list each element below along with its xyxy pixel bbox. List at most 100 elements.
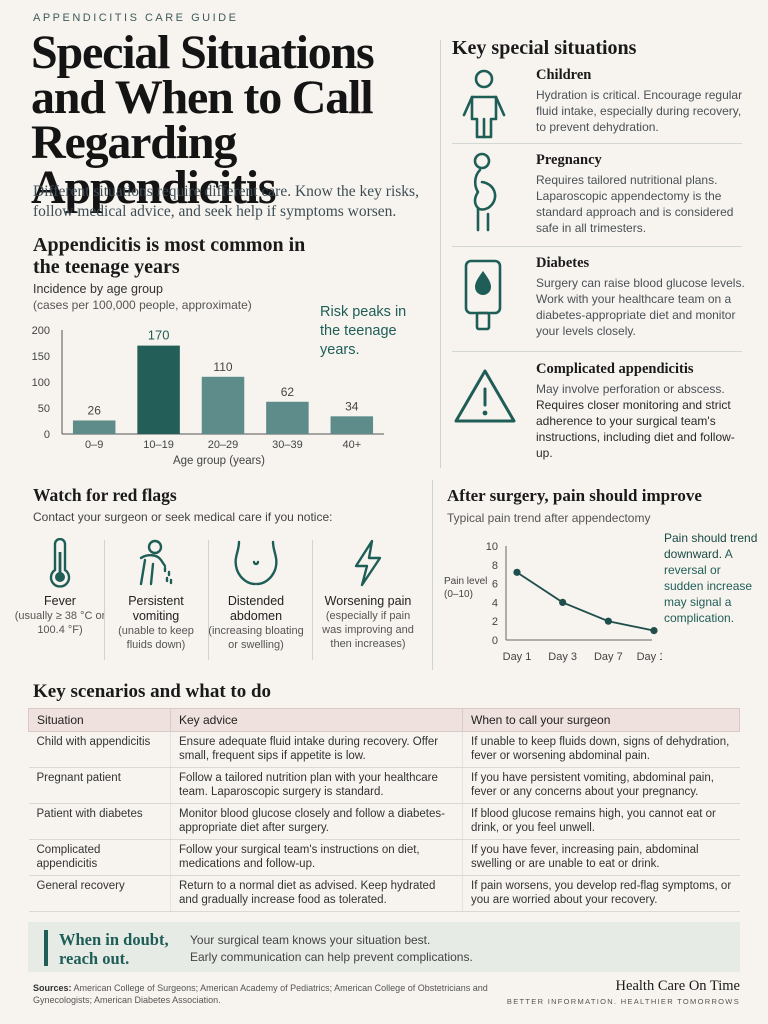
y-tick-label: 150 — [32, 351, 50, 363]
y-axis-label: (0–10) — [444, 589, 473, 600]
x-tick-label: Day 1 — [503, 651, 532, 663]
x-tick-label: Day 3 — [548, 651, 577, 663]
red-flag-name: Worsening pain — [324, 594, 412, 608]
y-tick-label: 8 — [492, 560, 498, 572]
bar-value-label: 62 — [281, 385, 295, 399]
y-tick-label: 6 — [492, 579, 498, 591]
sources: Sources: American College of Surgeons; A… — [33, 982, 533, 1006]
pregnant-woman-icon — [473, 152, 497, 232]
column-divider — [440, 40, 441, 468]
lightning-icon — [354, 539, 382, 587]
red-flag-fever: Fever (usually ≥ 38 °C or 100.4 °F) — [8, 538, 112, 637]
table-cell: Child with appendicitis — [28, 731, 171, 768]
table-cell: Follow your surgical team's instructions… — [170, 839, 463, 876]
red-flag-distended-abdomen: Distended abdomen (increasing bloating o… — [204, 538, 308, 652]
y-tick-label: 200 — [32, 325, 50, 337]
bar-value-label: 110 — [213, 360, 232, 374]
table-row: Patient with diabetes Monitor blood gluc… — [28, 803, 740, 840]
page-subtitle: Different situations require different c… — [33, 183, 419, 220]
brand-tagline: BETTER INFORMATION. HEALTHIER TOMORROWS — [506, 997, 740, 1006]
pain-subtitle: Typical pain trend after appendectomy — [447, 511, 651, 525]
table-cell: Patient with diabetes — [28, 803, 171, 840]
red-flag-desc: (unable to keep fluids down) — [118, 625, 194, 651]
table-cell: If blood glucose remains high, you canno… — [462, 803, 740, 840]
situations-heading: Key special situations — [452, 37, 637, 59]
situation-children: Children Hydration is critical. Encourag… — [452, 67, 744, 143]
incidence-note: Risk peaks in the teenage years. — [320, 304, 407, 358]
vomiting-icon — [139, 539, 173, 586]
x-tick-label: Day 14 — [637, 651, 662, 663]
y-tick-label: 100 — [32, 377, 50, 389]
x-tick-label: 0–9 — [85, 439, 103, 451]
red-flag-desc: (usually ≥ 38 °C or 100.4 °F) — [14, 610, 106, 636]
child-icon — [462, 69, 506, 139]
doubt-callout: When in doubt, reach out. Your surgical … — [28, 922, 740, 972]
y-tick-label: 0 — [44, 429, 50, 441]
brand: Health Care On Time BETTER INFORMATION. … — [507, 978, 740, 1006]
divider — [452, 351, 742, 352]
bar — [266, 401, 309, 434]
callout-heading: When in doubt, reach out. — [59, 930, 169, 968]
data-point — [604, 617, 612, 625]
table-row: Complicated appendicitis Follow your sur… — [28, 839, 740, 876]
data-point — [513, 568, 521, 576]
situation-diabetes: Diabetes Surgery can raise blood glucose… — [452, 255, 745, 351]
incidence-subtitle: Incidence by age group — [33, 282, 163, 296]
y-axis-label: Pain level — [444, 576, 487, 587]
bar — [330, 416, 374, 434]
x-tick-label: 40+ — [342, 439, 361, 451]
bar-value-label: 26 — [88, 403, 102, 417]
incidence-heading: Appendicitis is most common in the teena… — [33, 234, 306, 278]
situation-complicated: Complicated appendicitis May involve per… — [452, 361, 744, 461]
situation-name: Complicated appendicitis — [536, 361, 694, 377]
red-flag-name: Distended abdomen — [227, 594, 285, 623]
situation-desc-line: May involve perforation or abscess. — [536, 382, 725, 396]
situation-desc: Hydration is critical. Encourage regular… — [536, 88, 743, 134]
x-tick-label: 20–29 — [208, 439, 239, 451]
table-cell: Complicated appendicitis — [28, 839, 171, 876]
data-point — [559, 598, 567, 606]
divider — [452, 143, 742, 144]
table-cell: Pregnant patient — [28, 767, 171, 804]
x-axis-label: Age group (years) — [173, 455, 265, 467]
table-cell: If you have persistent vomiting, abdomin… — [462, 767, 740, 804]
y-tick-label: 10 — [486, 541, 498, 553]
table-row: Pregnant patient Follow a tailored nutri… — [28, 767, 740, 804]
divider — [312, 540, 313, 660]
table-cell: If you have fever, increasing pain, abdo… — [462, 839, 740, 876]
pain-note: Pain should trend downward. A reversal o… — [664, 530, 760, 626]
bar — [201, 376, 245, 434]
table-cell: If unable to keep fluids down, signs of … — [462, 731, 740, 768]
red-flag-worsening-pain: Worsening pain (especially if pain was i… — [316, 538, 420, 651]
table-cell: Return to a normal diet as advised. Keep… — [170, 875, 463, 912]
scenarios-table: Situation Key advice When to call your s… — [28, 708, 740, 912]
divider — [104, 540, 105, 660]
divider — [452, 246, 742, 247]
table-row: General recovery Return to a normal diet… — [28, 875, 740, 912]
situation-name: Children — [536, 67, 592, 83]
incidence-units: (cases per 100,000 people, approximate) — [33, 298, 252, 312]
table-row: Child with appendicitis Ensure adequate … — [28, 731, 740, 768]
red-flag-name: Persistent vomiting — [128, 594, 184, 623]
scenarios-heading: Key scenarios and what to do — [33, 681, 272, 702]
y-tick-label: 0 — [492, 635, 498, 647]
red-flags-heading: Watch for red flags — [33, 485, 177, 505]
bar-value-label: 34 — [345, 399, 359, 413]
red-flag-desc: (increasing bloating or swelling) — [208, 625, 304, 651]
divider — [208, 540, 209, 660]
y-tick-label: 4 — [492, 597, 498, 609]
column-header: When to call your surgeon — [462, 708, 740, 732]
callout-text: Your surgical team knows your situation … — [190, 932, 610, 966]
table-cell: Monitor blood glucose closely and follow… — [170, 803, 463, 840]
table-header-row: Situation Key advice When to call your s… — [28, 708, 740, 732]
y-tick-label: 50 — [38, 403, 50, 415]
pain-trend-line — [516, 571, 655, 632]
abdomen-icon — [234, 540, 278, 586]
sources-text: American College of Surgeons; American A… — [33, 983, 488, 1005]
situation-desc: Requires tailored nutritional plans. Lap… — [536, 173, 734, 235]
bar — [137, 345, 180, 434]
glucose-meter-icon — [464, 259, 502, 331]
table-cell: General recovery — [28, 875, 171, 912]
column-header: Key advice — [170, 708, 463, 732]
bar — [72, 420, 116, 434]
